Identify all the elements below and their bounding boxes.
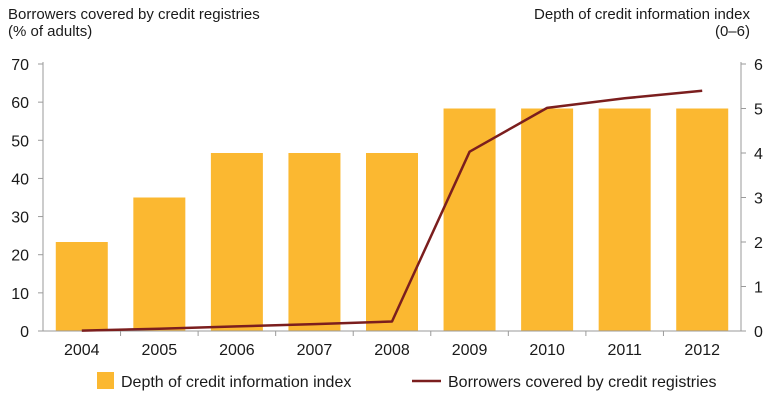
- x-tick-label-2007: 2007: [297, 342, 333, 359]
- x-tick-label-2012: 2012: [684, 342, 720, 359]
- bar-2008: [366, 153, 418, 331]
- left-tick-label: 30: [11, 210, 29, 227]
- right-axis-subtitle: (0–6): [714, 23, 750, 40]
- left-tick-label: 10: [11, 286, 29, 303]
- left-axis-subtitle: (% of adults): [8, 23, 93, 40]
- bar-series: [55, 108, 729, 331]
- x-tick-label-2004: 2004: [64, 342, 100, 359]
- right-tick-label: 6: [754, 57, 763, 74]
- left-axis-title: Borrowers covered by credit registries: [8, 6, 260, 23]
- left-axis-title-block: Borrowers covered by credit registries (…: [8, 6, 260, 40]
- bar-2007: [288, 153, 341, 331]
- bar-2010: [521, 108, 574, 331]
- right-tick-label: 4: [754, 146, 763, 163]
- x-tick-label-2010: 2010: [529, 342, 565, 359]
- right-tick-label: 5: [754, 102, 763, 119]
- right-tick-label: 1: [754, 280, 763, 297]
- x-tick-label-2011: 2011: [607, 342, 642, 359]
- left-tick-label: 50: [11, 133, 29, 150]
- legend-label-bar: Depth of credit information index: [121, 374, 351, 391]
- right-tick-label: 2: [754, 235, 763, 252]
- legend-swatch-bar: [97, 372, 114, 389]
- legend-label-line: Borrowers covered by credit registries: [448, 374, 717, 391]
- right-tick-label: 3: [754, 191, 763, 208]
- x-tick-label-2006: 2006: [219, 342, 255, 359]
- left-tick-label: 20: [11, 248, 29, 265]
- left-tick-label: 40: [11, 171, 29, 188]
- bar-2004: [55, 242, 108, 331]
- left-tick-label: 60: [11, 95, 29, 112]
- axes: 0 10 20 30 40 50 60 70 0 1 2 3 4 5 6: [11, 57, 763, 341]
- bar-2005: [133, 197, 186, 331]
- right-axis-title-block: Depth of credit information index (0–6): [534, 6, 750, 40]
- x-tick-label-2008: 2008: [374, 342, 410, 359]
- bar-2011: [598, 108, 651, 331]
- x-tick-label-2005: 2005: [142, 342, 178, 359]
- bar-2006: [210, 153, 263, 331]
- left-tick-label: 70: [11, 57, 29, 74]
- x-axis-labels: 2004 2005 2006 2007 2008 2009 2010 2011 2012: [64, 331, 720, 359]
- right-tick-label: 0: [754, 324, 763, 341]
- bar-2009: [443, 108, 496, 331]
- line-series: [81, 89, 703, 332]
- right-axis-title: Depth of credit information index: [534, 6, 750, 23]
- left-tick-label: 0: [20, 324, 29, 341]
- legend: Depth of credit information index Borrowe…: [97, 372, 717, 391]
- x-tick-label-2009: 2009: [452, 342, 488, 359]
- bar-2012: [676, 108, 729, 331]
